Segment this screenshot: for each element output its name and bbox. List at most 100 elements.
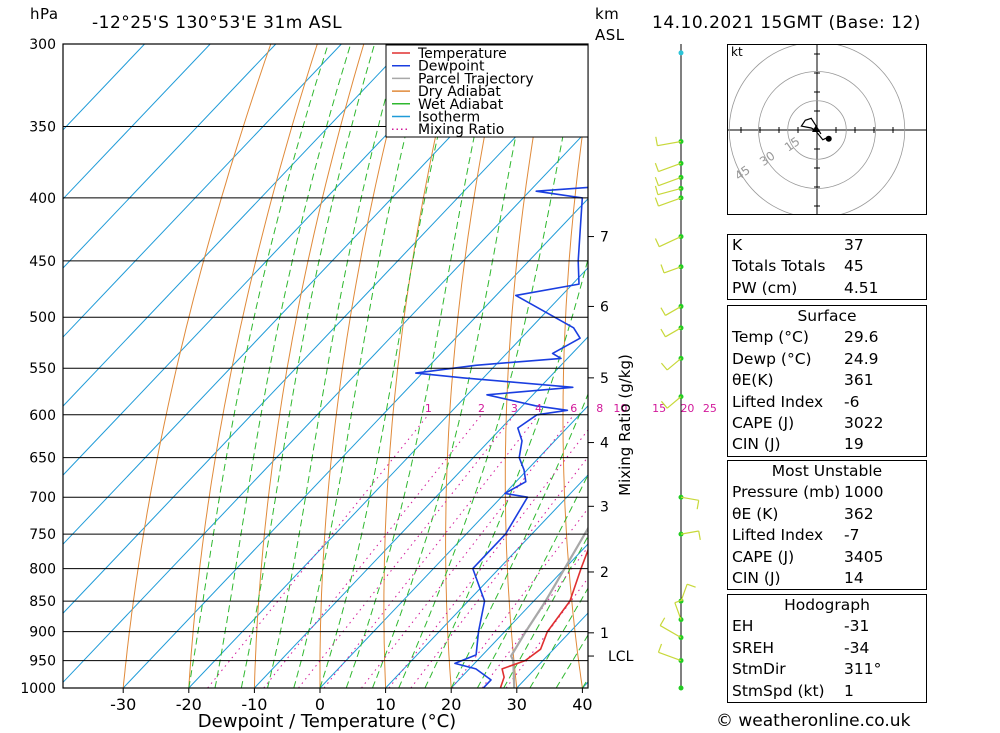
surface-temp-row: Temp (°C) 29.6 — [728, 327, 926, 348]
x-tick-label: -20 — [176, 695, 202, 714]
mu-pressure-label: Pressure (mb) — [732, 483, 841, 502]
storm-motion-marker — [812, 125, 820, 132]
mixing-ratio-label: 15 — [652, 402, 666, 415]
mu-li-label: Lifted Index — [732, 526, 824, 545]
isotherm-line — [385, 474, 588, 688]
wet-adiabat-line — [214, 44, 352, 688]
mu-cape-value: 3405 — [844, 547, 884, 566]
mu-cape-row: CAPE (J) 3405 — [728, 547, 926, 568]
mixing-ratio-label: 4 — [535, 402, 542, 415]
mu-theta-row: θE (K) 362 — [728, 504, 926, 525]
surface-title: Surface — [797, 307, 857, 325]
x-tick-label: 20 — [441, 695, 461, 714]
credit-link[interactable]: © weatheronline.co.uk — [716, 711, 911, 731]
parcel-trajectory-series — [510, 526, 588, 688]
surface-table: Surface Temp (°C) 29.6 Dewp (°C) 24.9 θE(K… — [727, 305, 927, 457]
dewpoint-series — [415, 186, 588, 688]
km-units: km — [595, 5, 620, 23]
k-index-row: K 37 — [728, 235, 926, 256]
wind-barb — [657, 643, 684, 664]
hodograph-ring — [728, 45, 906, 214]
totals-row: Totals Totals 45 — [728, 256, 926, 277]
legend-label: Dry Adiabat — [418, 84, 501, 100]
sreh-row: SREH -34 — [728, 638, 926, 659]
mixing-ratio-label: 2 — [478, 402, 485, 415]
mu-cin-value: 14 — [844, 568, 864, 587]
pressure-tick-label: 400 — [29, 191, 56, 207]
isotherm-line — [63, 44, 277, 269]
surface-li-value: -6 — [844, 392, 860, 411]
x-tick-label: 30 — [507, 695, 527, 714]
pressure-tick-label: 800 — [29, 562, 56, 578]
indices-table: K 37 Totals Totals 45 PW (cm) 4.51 — [727, 234, 927, 301]
k-index-value: 37 — [844, 236, 864, 254]
wind-barb — [660, 325, 684, 338]
asl-units: ASL — [595, 26, 625, 44]
wet-adiabat-line — [424, 257, 588, 688]
pressure-tick-label: 850 — [29, 594, 56, 610]
pressure-tick-label: 600 — [29, 408, 56, 424]
x-tick-label: 10 — [375, 695, 395, 714]
surface-li-row: Lifted Index -6 — [728, 392, 926, 413]
mixing-ratio-line — [298, 414, 515, 688]
hodograph-units: kt — [731, 45, 743, 59]
legend-label: Wet Adiabat — [418, 97, 504, 113]
mixing-ratio-label: 6 — [570, 402, 577, 415]
pw-value: 4.51 — [844, 278, 879, 297]
hodograph-ring-label: 45 — [732, 163, 753, 183]
isotherm-line — [63, 59, 588, 614]
isotherm-line — [254, 336, 588, 688]
plot-frame — [62, 43, 589, 689]
wet-adiabat-line — [188, 44, 329, 688]
pressure-tick-label: 500 — [29, 310, 56, 326]
pressure-tick-label: 950 — [29, 654, 56, 670]
pressure-tick-label: 750 — [29, 527, 56, 543]
mu-theta-value: 362 — [844, 504, 874, 523]
surface-temp-value: 29.6 — [844, 328, 879, 347]
mixing-ratio-label: 3 — [511, 402, 518, 415]
surface-cape-label: CAPE (J) — [732, 413, 795, 432]
mixing-ratio-axis-label: Mixing Ratio (g/kg) — [616, 354, 634, 496]
wind-barb — [678, 50, 684, 56]
wet-adiabat-line — [240, 44, 376, 688]
km-tick-label: 2 — [600, 565, 609, 581]
hodograph-end-marker — [825, 135, 832, 142]
wind-barb — [654, 195, 684, 207]
x-axis-label: Dewpoint / Temperature (°C) — [198, 711, 456, 732]
stmspd-row: StmSpd (kt) 1 — [728, 681, 926, 702]
totals-value: 45 — [844, 257, 864, 276]
mixing-ratio-label: 1 — [425, 402, 432, 415]
isotherm-line — [122, 198, 588, 688]
temperature-series — [499, 547, 588, 688]
x-tick-label: -30 — [110, 695, 136, 714]
wind-barb — [660, 303, 684, 316]
x-tick-label: -10 — [241, 695, 267, 714]
isotherm-line — [63, 44, 211, 200]
surface-theta-label: θE(K) — [732, 371, 774, 390]
isotherm-line — [63, 44, 342, 338]
pw-row: PW (cm) 4.51 — [728, 278, 926, 299]
isotherm-line — [63, 44, 539, 545]
pressure-tick-label: 1000 — [20, 681, 56, 697]
mixing-ratio-label: 25 — [703, 402, 717, 415]
mixing-ratio-label: 8 — [596, 402, 603, 415]
legend-label: Temperature — [417, 46, 507, 62]
mixing-ratio-line — [207, 414, 429, 688]
dry-adiabat-line — [922, 44, 1000, 688]
wind-barb — [659, 617, 684, 641]
legend-label: Parcel Trajectory — [418, 71, 534, 87]
mu-pressure-value: 1000 — [844, 483, 884, 502]
isotherm-line — [319, 405, 588, 688]
hodograph-trace — [800, 117, 828, 141]
wind-barb — [654, 160, 684, 173]
km-tick-label: 6 — [600, 299, 609, 315]
wind-barb — [678, 494, 700, 510]
km-tick-label: 3 — [600, 499, 609, 515]
legend-label: Isotherm — [418, 110, 480, 126]
isotherm-line — [63, 44, 473, 476]
mixing-ratio-line — [451, 507, 588, 688]
surface-dewp-row: Dewp (°C) 24.9 — [728, 349, 926, 370]
most-unstable-table: Most Unstable Pressure (mb) 1000 θE (K) 36… — [727, 460, 927, 591]
